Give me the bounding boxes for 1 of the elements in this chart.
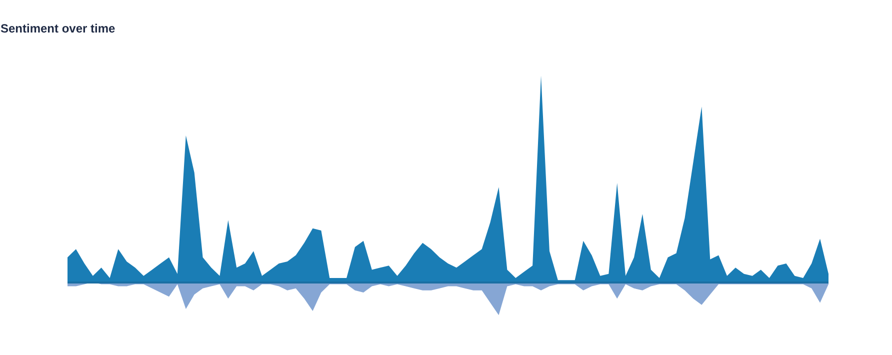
chart-title: Sentiment over time: [0, 22, 116, 36]
